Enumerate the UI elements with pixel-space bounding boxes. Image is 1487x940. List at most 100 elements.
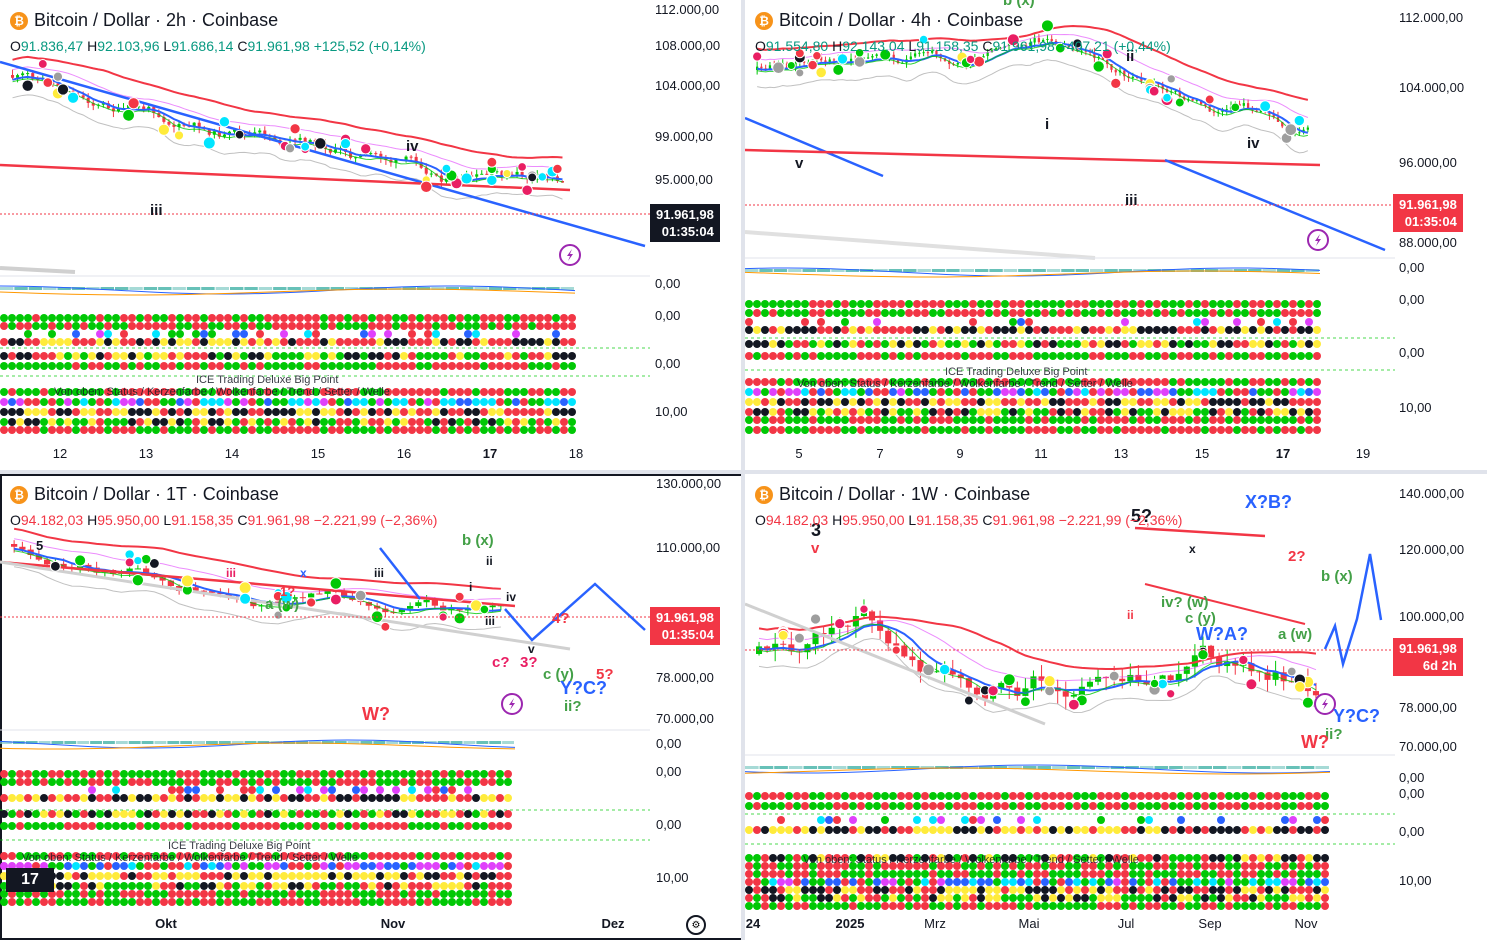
symbol-header-1d[interactable]: ₿ Bitcoin / Dollar · 1T · Coinbase [10,484,279,505]
indicator-dot [376,426,384,434]
indicator-dot [216,822,224,830]
chart-canvas-1d[interactable] [0,474,743,940]
indicator-dot [1161,340,1169,348]
candle [429,173,433,175]
indicator-dot [560,352,568,360]
chart-panel-1d[interactable]: ₿ Bitcoin / Dollar · 1T · Coinbase O94.1… [0,474,743,940]
indicator-dot [1273,826,1281,834]
indicator-dot [224,398,232,406]
indicator-dot [777,426,785,434]
indicator-dot [448,314,456,322]
chart-canvas-4h[interactable] [745,0,1487,470]
histogram-bar [231,741,244,744]
chart-panel-2h[interactable]: ₿ Bitcoin / Dollar · 2h · Coinbase O91.8… [0,0,740,470]
indicator-dot [112,852,120,860]
histogram-bar [287,287,301,290]
indicator-dot [905,792,913,800]
indicator-dot [256,338,264,346]
indicator-dot [168,418,176,426]
symbol-header-4h[interactable]: ₿ Bitcoin / Dollar · 4h · Coinbase [755,10,1023,31]
indicator-dot [48,388,56,396]
indicator-dot [993,426,1001,434]
candle [1281,121,1284,127]
indicator-dot [1209,388,1217,396]
candle [209,591,216,593]
chart-settings-button[interactable]: ⚙ [686,915,706,935]
signal-dot [795,68,805,78]
indicator-dot [24,810,32,818]
signal-dot [1108,670,1120,682]
panel-divider-horizontal[interactable] [0,470,1487,474]
indicator-dot [64,398,72,406]
indicator-dot [40,822,48,830]
signal-dot [284,143,296,154]
indicator-dot [360,778,368,786]
indicator-dot [352,778,360,786]
indicator-dot [208,330,216,338]
indicator-dot [825,816,833,824]
indicator-dot [1281,309,1289,317]
indicator-dot [88,314,96,322]
indicator-dot [440,322,448,330]
indicator-dot [128,852,136,860]
indicator-dot [1209,378,1217,386]
indicator-dot [841,352,849,360]
indicator-dot [801,309,809,317]
signal-dot [42,77,54,88]
indicator-dot [841,378,849,386]
indicator-dot [969,854,977,862]
indicator-dot [544,408,552,416]
indicator-dot [440,794,448,802]
indicator-dot [504,418,512,426]
chart-panel-4h[interactable]: ₿ Bitcoin / Dollar · 4h · Coinbase O91.5… [745,0,1487,470]
time-tick: Mrz [924,916,946,931]
chart-canvas-2h[interactable] [0,0,740,470]
indicator-dot [1073,416,1081,424]
indicator-dot [0,794,8,802]
chart-canvas-1w[interactable] [745,474,1487,940]
indicator-dot [504,322,512,330]
indicator-dot [1225,886,1233,894]
indicator-dot [953,326,961,334]
histogram-bar [258,287,273,290]
indicator-dot [1257,398,1265,406]
indicator-dot [865,408,873,416]
candle [1135,674,1142,681]
indicator-dot [801,854,809,862]
histogram-bar [847,766,861,769]
indicator-dot [1257,378,1265,386]
indicator-dot [1089,878,1097,886]
indicator-dot [512,330,520,338]
indicator-dot [1161,309,1169,317]
indicator-dot [1161,802,1169,810]
indicator-dot [761,416,769,424]
indicator-dot [264,862,272,870]
indicator-dot [512,408,520,416]
indicator-dot [1297,416,1305,424]
indicator-dot [368,770,376,778]
indicator-dot [440,398,448,406]
indicator-dot [993,352,1001,360]
indicator-dot [40,398,48,406]
indicator-dot [184,852,192,860]
symbol-header-1w[interactable]: ₿ Bitcoin / Dollar · 1W · Coinbase [755,484,1030,505]
time-tick: 24 [745,916,761,931]
indicator-dot [0,426,8,434]
symbol-header-2h[interactable]: ₿ Bitcoin / Dollar · 2h · Coinbase [10,10,278,31]
indicator-dot [400,898,408,906]
indicator-dot [1145,902,1153,910]
indicator-dot [1321,862,1329,870]
indicator-dot [488,872,496,880]
indicator-dot [288,852,296,860]
chart-panel-1w[interactable]: ₿ Bitcoin / Dollar · 1W · Coinbase O94.1… [745,474,1487,940]
indicator-dot [400,418,408,426]
indicator-dot [536,314,544,322]
candle [986,52,989,57]
indicator-dot [152,338,160,346]
indicator-dot [248,338,256,346]
indicator-dot [256,898,264,906]
indicator-dot [881,902,889,910]
indicator-dot [280,890,288,898]
histogram-bar [115,287,129,290]
indicator-dot [1161,792,1169,800]
